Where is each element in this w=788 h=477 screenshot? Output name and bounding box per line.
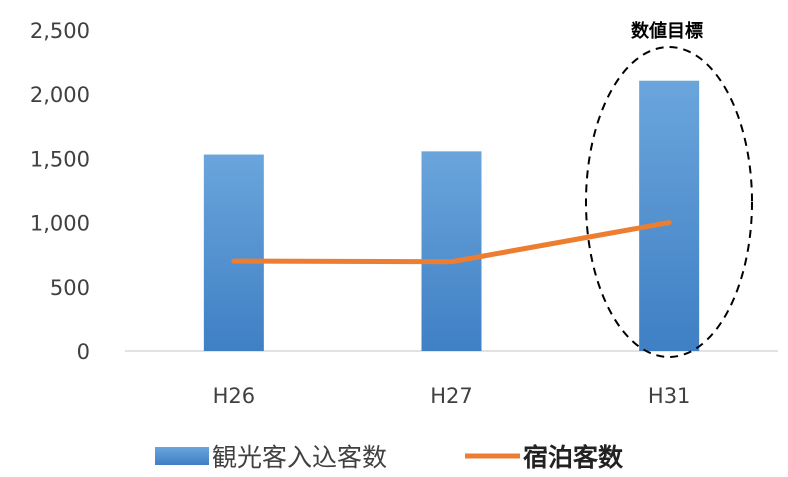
bar-H26: [203, 154, 264, 351]
y-axis-ticks: 0 500 1,000 1,500 2,000 2,500: [30, 19, 90, 364]
y-tick-label: 0: [77, 340, 90, 364]
legend-line-label: 宿泊客数: [523, 443, 624, 472]
x-axis-ticks: H26 H27 H31: [213, 384, 691, 408]
y-tick-label: 500: [50, 276, 90, 300]
x-tick-label: H27: [430, 384, 473, 408]
bar-H27: [421, 151, 482, 351]
line-series-宿泊客数: [231, 220, 672, 265]
legend-item-bar: 観光客入込客数: [155, 443, 387, 472]
legend-bar-label: 観光客入込客数: [212, 443, 387, 472]
x-tick-label: H26: [213, 384, 256, 408]
bar-series: [203, 80, 700, 351]
target-highlight-ellipse: [585, 46, 753, 358]
legend-item-line: 宿泊客数: [465, 443, 624, 472]
y-tick-label: 1,500: [30, 147, 90, 171]
y-tick-label: 2,500: [30, 19, 90, 43]
legend: 観光客入込客数 宿泊客数: [155, 443, 624, 472]
y-tick-label: 2,000: [30, 83, 90, 107]
y-tick-label: 1,000: [30, 212, 90, 236]
bar-H31: [639, 80, 700, 351]
x-tick-label: H31: [648, 384, 691, 408]
legend-bar-swatch: [155, 447, 209, 465]
annotation-label: 数値目標: [631, 20, 703, 42]
